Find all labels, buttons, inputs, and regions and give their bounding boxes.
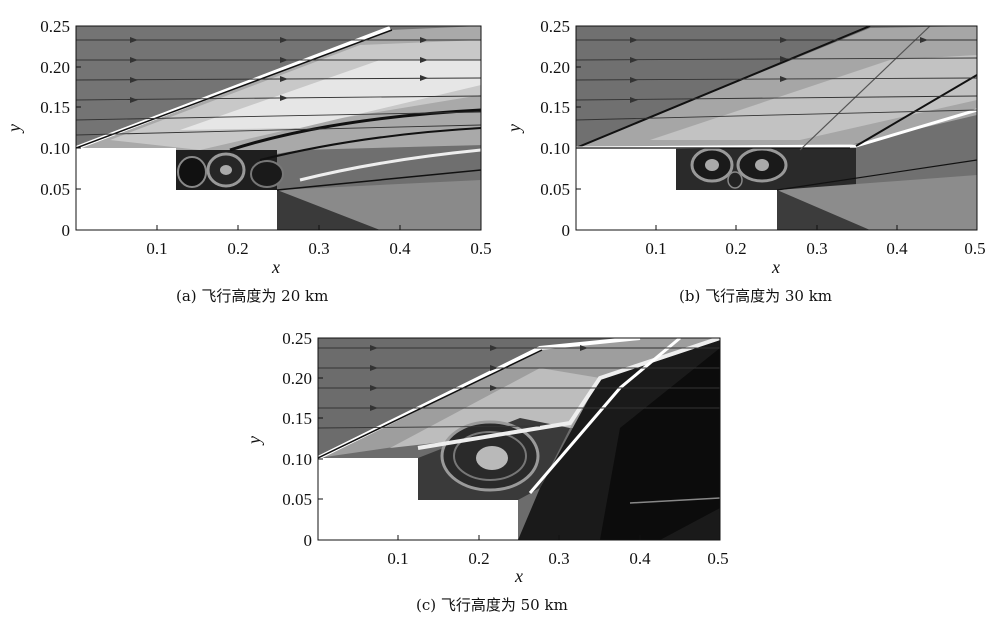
panel-b-ytick-6: 0.25 xyxy=(540,17,570,36)
panel-b-ytick-1: 0 xyxy=(562,221,571,240)
panel-b: 0.1 0.2 0.3 0.4 0.5 0 0.05 0.10 0.15 0.2… xyxy=(500,0,992,285)
panel-c-ytick-2: 0.05 xyxy=(282,490,312,509)
panel-c-ylabel: y xyxy=(244,436,264,446)
panel-b-xtick-1: 0.1 xyxy=(645,239,666,258)
panel-c-ytick-3: 0.10 xyxy=(282,450,312,469)
panel-c-xlabel: x xyxy=(514,566,523,586)
panel-c-ytick-1: 0 xyxy=(304,531,313,550)
panel-a-xtick-4: 0.4 xyxy=(389,239,411,258)
panel-a-ylabel: y xyxy=(4,124,24,134)
panel-a-plot: 0.1 0.2 0.3 0.4 0.5 0 0.05 0.10 0.15 0.2… xyxy=(4,17,492,277)
panel-c-plot: 0.1 0.2 0.3 0.4 0.5 0 0.05 0.10 0.15 0.2… xyxy=(244,329,729,586)
panel-b-xtick-2: 0.2 xyxy=(725,239,746,258)
panel-c-ytick-4: 0.15 xyxy=(282,409,312,428)
panel-b-ytick-3: 0.10 xyxy=(540,139,570,158)
panel-b-ytick-5: 0.20 xyxy=(540,58,570,77)
panel-b-ylabel: y xyxy=(504,124,524,134)
panel-c-xtick-2: 0.2 xyxy=(468,549,489,568)
panel-a-xtick-5: 0.5 xyxy=(470,239,491,258)
panel-c-xtick-3: 0.3 xyxy=(548,549,569,568)
panel-a-caption: (a) 飞行高度为 20 km xyxy=(176,287,329,305)
panel-a-ytick-2: 0.05 xyxy=(40,180,70,199)
panel-b-ytick-4: 0.15 xyxy=(540,98,570,117)
panel-c-xtick-5: 0.5 xyxy=(707,549,728,568)
panel-c: 0.1 0.2 0.3 0.4 0.5 0 0.05 0.10 0.15 0.2… xyxy=(240,308,740,593)
panel-a-xtick-2: 0.2 xyxy=(227,239,248,258)
panel-b-plot: 0.1 0.2 0.3 0.4 0.5 0 0.05 0.10 0.15 0.2… xyxy=(504,17,986,277)
panel-a-xtick-3: 0.3 xyxy=(308,239,329,258)
panel-a-ytick-6: 0.25 xyxy=(40,17,70,36)
panel-a-xlabel: x xyxy=(271,257,280,277)
panel-a-ytick-4: 0.15 xyxy=(40,98,70,117)
panel-c-ytick-6: 0.25 xyxy=(282,329,312,348)
panel-a-ytick-3: 0.10 xyxy=(40,139,70,158)
panel-a-ytick-1: 0 xyxy=(62,221,71,240)
panel-c-xtick-1: 0.1 xyxy=(387,549,408,568)
panel-a: 0.1 0.2 0.3 0.4 0.5 0 0.05 0.10 0.15 0.2… xyxy=(0,0,500,285)
panel-b-xtick-3: 0.3 xyxy=(806,239,827,258)
panel-b-xlabel: x xyxy=(771,257,780,277)
panel-b-xtick-4: 0.4 xyxy=(886,239,908,258)
panel-b-ytick-2: 0.05 xyxy=(540,180,570,199)
panel-b-xtick-5: 0.5 xyxy=(964,239,985,258)
panel-c-ytick-5: 0.20 xyxy=(282,369,312,388)
panel-c-xtick-4: 0.4 xyxy=(629,549,651,568)
panel-c-caption: (c) 飞行高度为 50 km xyxy=(416,596,568,614)
panel-b-caption: (b) 飞行高度为 30 km xyxy=(679,287,833,305)
panel-a-xtick-1: 0.1 xyxy=(146,239,167,258)
panel-a-ytick-5: 0.20 xyxy=(40,58,70,77)
